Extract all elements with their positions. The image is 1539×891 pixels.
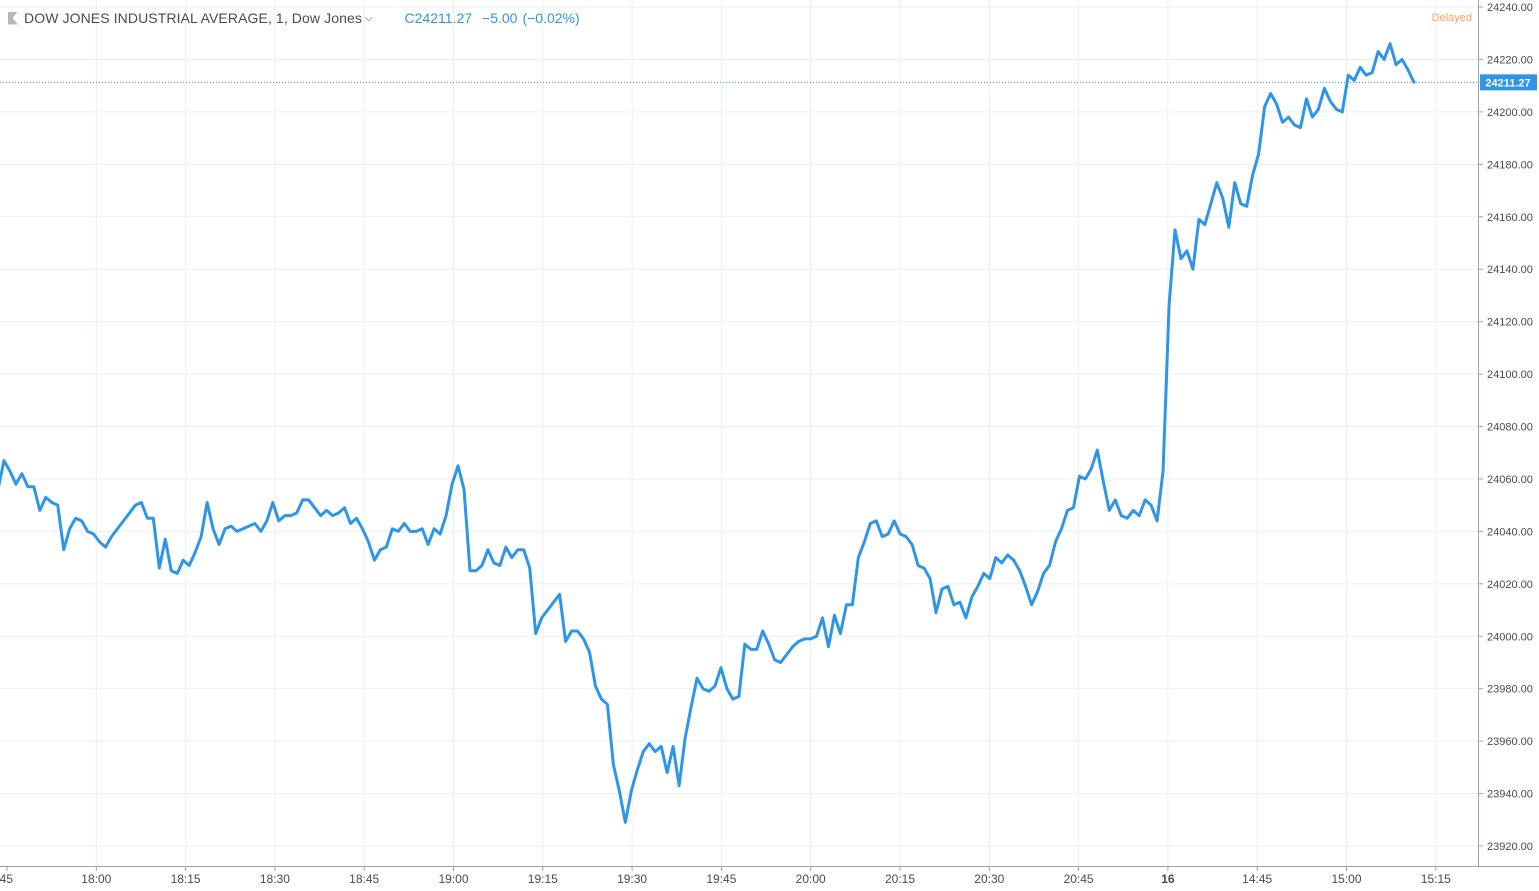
delayed-label: Delayed xyxy=(1431,12,1472,24)
y-tick-label: 24140.00 xyxy=(1487,264,1533,276)
y-tick-label: 24240.00 xyxy=(1487,2,1533,14)
x-tick-label: 14:45 xyxy=(1242,872,1272,886)
x-tick-label: 45 xyxy=(0,872,13,886)
x-tick-label: 19:15 xyxy=(528,872,558,886)
series-line xyxy=(0,42,1416,824)
symbol-flag-icon xyxy=(8,11,18,25)
quote-values: C24211.27 −5.00 (−0.02%) xyxy=(405,10,580,26)
y-tick-label: 24220.00 xyxy=(1487,54,1533,66)
y-tick-label: 24200.00 xyxy=(1487,107,1533,119)
horizontal-gridlines xyxy=(0,6,1478,847)
x-tick-label: 20:45 xyxy=(1064,872,1094,886)
x-tick-label: 18:45 xyxy=(349,872,379,886)
y-tick-label: 24020.00 xyxy=(1487,579,1533,591)
x-tick-label: 18:30 xyxy=(260,872,290,886)
quote-change-pct: (−0.02%) xyxy=(522,10,580,26)
y-tick-label: 24000.00 xyxy=(1487,631,1533,643)
y-tick-label: 23960.00 xyxy=(1487,736,1533,748)
x-tick-label: 20:15 xyxy=(885,872,915,886)
last-price-tag: 24211.27 xyxy=(1480,74,1537,91)
y-tick-label: 24180.00 xyxy=(1487,159,1533,171)
x-tick-label: 20:30 xyxy=(974,872,1004,886)
last-price-label: 24211.27 xyxy=(1485,77,1530,89)
x-tick-label: 19:45 xyxy=(706,872,736,886)
y-tick-label: 24060.00 xyxy=(1487,474,1533,486)
quote-close-prefix: C xyxy=(404,10,415,26)
quote-change: −5.00 xyxy=(482,10,518,26)
x-tick-label: 18:00 xyxy=(81,872,111,886)
y-tick-label: 24120.00 xyxy=(1487,317,1533,329)
y-tick-label: 24040.00 xyxy=(1487,526,1533,538)
x-tick-label: 18:15 xyxy=(171,872,201,886)
x-tick-label: 19:30 xyxy=(617,872,647,886)
x-tick-label: 15:00 xyxy=(1331,872,1361,886)
y-tick-label: 24160.00 xyxy=(1487,212,1533,224)
y-tick-label: 23940.00 xyxy=(1487,789,1533,801)
price-axis[interactable]: 24240.00 24220.00 24200.00 24180.00 24160.00… xyxy=(1478,2,1533,853)
x-tick-label: 19:00 xyxy=(438,872,468,886)
x-tick-label: 15:15 xyxy=(1421,872,1451,886)
x-tick-label: 16 xyxy=(1161,872,1175,886)
y-tick-label: 23920.00 xyxy=(1487,841,1533,853)
y-tick-label: 23980.00 xyxy=(1487,684,1533,696)
chart-legend: DOW JONES INDUSTRIAL AVERAGE, 1, Dow Jon… xyxy=(8,9,580,27)
chevron-down-icon[interactable]: ⌵ xyxy=(364,12,373,24)
symbol-title[interactable]: DOW JONES INDUSTRIAL AVERAGE, 1, Dow Jon… xyxy=(24,10,362,26)
vertical-gridlines xyxy=(95,0,1437,866)
y-tick-label: 24100.00 xyxy=(1487,369,1533,381)
y-tick-label: 24080.00 xyxy=(1487,422,1533,434)
x-tick-label: 20:00 xyxy=(796,872,826,886)
time-axis[interactable]: 45 18:00 18:15 18:30 18:45 19:00 19:15 19:30 19:… xyxy=(0,866,1451,886)
quote-close: 24211.27 xyxy=(414,10,473,26)
